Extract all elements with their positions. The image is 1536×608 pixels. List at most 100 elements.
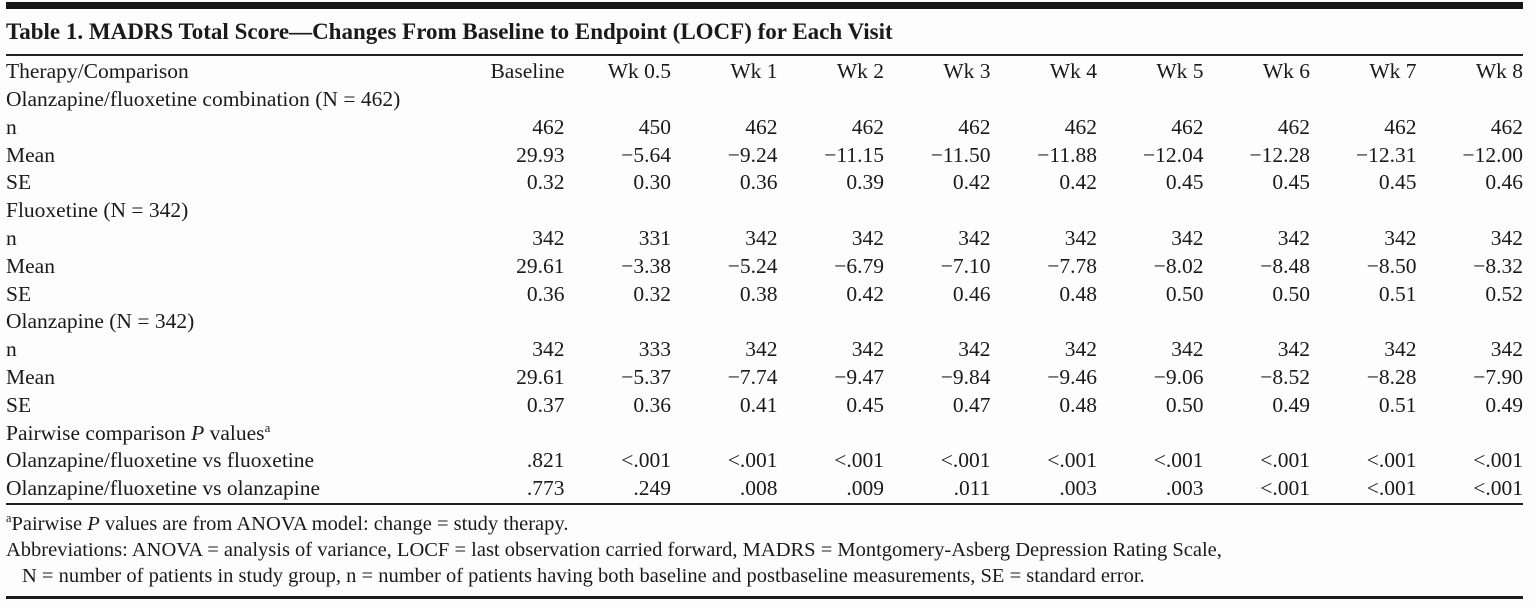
table-cell: .249 [633, 476, 671, 501]
table-cell: 342 [532, 337, 565, 362]
table-cell: 342 [958, 225, 991, 250]
footnotes: aPairwise P values are from ANOVA model:… [6, 505, 1523, 596]
table-row: Olanzapine/fluoxetine vs fluoxetine .821 <… [6, 447, 1523, 475]
table-row: n 342 331 342 342 342 342 342 342 342 342 [6, 225, 1523, 253]
table-row: n 462 450 462 462 462 462 462 462 462 462 [6, 114, 1523, 142]
table-cell: −9.06 [1153, 364, 1204, 389]
table-cell: 0.36 [633, 392, 671, 417]
table-cell: 29.61 [516, 253, 565, 278]
row-label: n [6, 337, 17, 362]
group-header-row: Olanzapine (N = 342) [6, 308, 1523, 336]
table-cell: 462 [958, 114, 991, 139]
table-cell: 0.52 [1485, 281, 1523, 306]
table-cell: <.001 [940, 448, 991, 473]
rule-below-title [6, 54, 1523, 56]
table-cell: 342 [1171, 225, 1204, 250]
table-cell: −3.38 [621, 253, 671, 278]
table-cell: 342 [1490, 225, 1523, 250]
table-cell: 342 [1277, 337, 1310, 362]
text-part: P [87, 512, 100, 535]
footnote-line: Abbreviations: ANOVA = analysis of varia… [6, 537, 1523, 563]
table-cell: 462 [1490, 114, 1523, 139]
table-row: SE 0.37 0.36 0.41 0.45 0.47 0.48 0.50 0.49 0.51 0.… [6, 392, 1523, 420]
table-cell: 0.41 [739, 392, 778, 417]
column-header: Wk 3 [943, 58, 991, 83]
table-cell: −11.15 [824, 142, 884, 167]
table-cell: −9.46 [1047, 364, 1097, 389]
text-part: Pairwise comparison [6, 420, 192, 445]
table-cell: −5.24 [727, 253, 778, 278]
table-cell: 0.49 [1272, 392, 1310, 417]
table-cell: <.001 [1047, 448, 1097, 473]
table-cell: 462 [851, 114, 884, 139]
table-cell: 342 [1277, 225, 1310, 250]
text-part: values [204, 420, 265, 445]
table-cell: 0.45 [846, 392, 884, 417]
group-header-row: Fluoxetine (N = 342) [6, 197, 1523, 225]
group-header-row: Olanzapine/fluoxetine combination (N = 4… [6, 86, 1523, 114]
table-cell: 0.32 [526, 170, 565, 195]
table-cell: .008 [739, 476, 778, 501]
table-cell: −9.47 [834, 364, 884, 389]
table-cell: −11.88 [1037, 142, 1097, 167]
row-label: Mean [6, 364, 55, 389]
row-label: n [6, 225, 17, 250]
table-cell: <.001 [1366, 476, 1417, 501]
row-label: Mean [6, 142, 55, 167]
table-row: n 342 333 342 342 342 342 342 342 342 342 [6, 336, 1523, 364]
column-header-row: Therapy/Comparison Baseline Wk 0.5 Wk 1 Wk 2… [6, 56, 1523, 86]
table-cell: 333 [638, 337, 671, 362]
table-cell: <.001 [621, 448, 671, 473]
table-cell: −5.64 [621, 142, 671, 167]
table-cell: 0.46 [952, 281, 991, 306]
table-cell: <.001 [1366, 448, 1417, 473]
table-cell: 462 [745, 114, 778, 139]
top-border-bar [6, 2, 1523, 9]
table-cell: −12.00 [1462, 142, 1523, 167]
table-cell: .821 [526, 448, 565, 473]
column-header: Wk 7 [1369, 58, 1417, 83]
table-cell: 342 [1384, 337, 1417, 362]
table-cell: 462 [1277, 114, 1310, 139]
footnote-line: aPairwise P values are from ANOVA model:… [6, 511, 1523, 537]
table-cell: 0.42 [846, 281, 884, 306]
group-label: Olanzapine (N = 342) [6, 308, 1523, 336]
table-row: SE 0.36 0.32 0.38 0.42 0.46 0.48 0.50 0.50 0.51 0.… [6, 281, 1523, 309]
table-cell: −8.32 [1473, 253, 1523, 278]
column-header: Wk 8 [1475, 58, 1523, 83]
table-cell: 342 [1064, 337, 1097, 362]
table-cell: 342 [851, 225, 884, 250]
table-cell: 0.36 [526, 281, 565, 306]
table-cell: .003 [1059, 476, 1097, 501]
row-label: n [6, 114, 17, 139]
table-cell: 0.47 [952, 392, 991, 417]
column-header: Wk 1 [730, 58, 778, 83]
row-label: Mean [6, 253, 55, 278]
table-cell: −8.48 [1260, 253, 1310, 278]
text-part: Abbreviations: ANOVA = analysis of varia… [6, 538, 1222, 561]
column-header: Wk 6 [1262, 58, 1310, 83]
table-cell: 0.30 [633, 170, 671, 195]
table-cell: 342 [851, 337, 884, 362]
group-header-row: Pairwise comparison P valuesa [6, 420, 1523, 448]
table-cell: 0.48 [1059, 281, 1097, 306]
table-cell: −8.02 [1153, 253, 1204, 278]
group-label: Pairwise comparison P valuesa [6, 420, 1523, 448]
row-label: SE [6, 392, 32, 417]
rule-above-footnotes [6, 502, 1523, 505]
table-cell: −8.52 [1260, 364, 1310, 389]
group-label: Fluoxetine (N = 342) [6, 197, 1523, 225]
bottom-border-bar [6, 595, 1523, 599]
table-cell: −5.37 [621, 364, 671, 389]
column-header-therapy-comparison: Therapy/Comparison [6, 58, 189, 83]
table-cell: −9.24 [727, 142, 778, 167]
table-cell: 342 [1490, 337, 1523, 362]
table-cell: 0.51 [1378, 392, 1417, 417]
table-cell: 342 [745, 225, 778, 250]
row-label: SE [6, 281, 32, 306]
table-row: Mean 29.61 −5.37 −7.74 −9.47 −9.84 −9.46 −9.06 −… [6, 364, 1523, 392]
table-cell: <.001 [727, 448, 778, 473]
text-part: Olanzapine (N = 342) [6, 309, 195, 334]
table-cell: 0.39 [846, 170, 884, 195]
